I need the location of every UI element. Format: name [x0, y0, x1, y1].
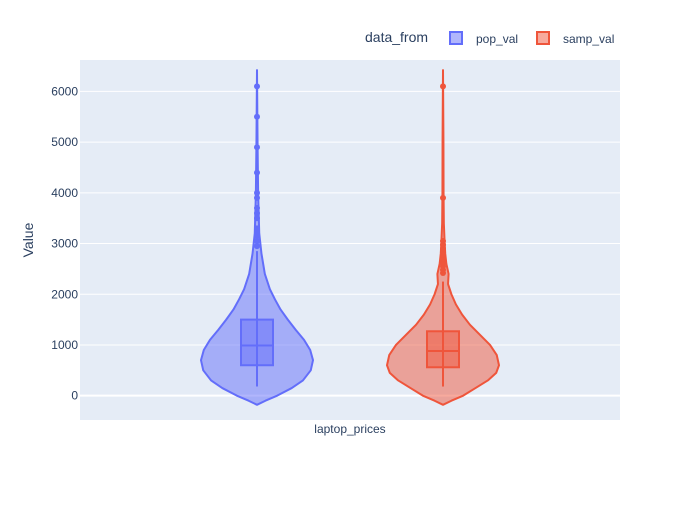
outlier-point	[254, 194, 260, 201]
y-tick-label: 2000	[51, 287, 78, 301]
violins	[200, 69, 500, 406]
y-tick-label: 0	[71, 389, 78, 403]
outlier-point	[254, 144, 260, 151]
y-tick-label: 3000	[51, 237, 78, 251]
y-tick-label: 5000	[51, 135, 78, 149]
outlier-point	[254, 189, 260, 196]
x-axis-label: laptop_prices	[314, 422, 385, 436]
y-tick-label: 4000	[51, 186, 78, 200]
outlier-point	[254, 232, 260, 239]
legend-label: samp_val	[563, 32, 614, 46]
legend-item-pop-val[interactable]: pop_val	[449, 31, 518, 46]
legend-label: pop_val	[476, 32, 518, 46]
violin-box	[240, 318, 274, 367]
legend-title: data_from	[365, 29, 428, 45]
outlier-point	[440, 194, 446, 201]
legend-swatch	[449, 31, 463, 45]
violin-samp-val	[386, 69, 500, 406]
outlier-point	[254, 83, 260, 90]
y-tick-label: 1000	[51, 338, 78, 352]
legend-swatch	[536, 31, 550, 45]
y-tick-label: 6000	[51, 84, 78, 98]
violin-box	[426, 330, 460, 369]
outlier-point	[440, 83, 446, 90]
y-tick-labels: 0 1000 2000 3000 4000 5000 6000	[51, 84, 78, 402]
outlier-point	[254, 113, 260, 120]
outlier-point	[254, 225, 260, 232]
legend-item-samp-val[interactable]: samp_val	[536, 31, 614, 46]
outlier-point	[254, 238, 260, 245]
y-axis-label: Value	[20, 222, 36, 257]
violin-pop-val	[200, 69, 314, 406]
violin-body	[386, 69, 500, 406]
outlier-point	[254, 169, 260, 176]
legend: data_from pop_val samp_val	[365, 29, 614, 46]
plot-area	[80, 60, 620, 420]
outlier-point	[440, 238, 446, 245]
gridlines	[80, 90, 620, 397]
outlier-point	[254, 205, 260, 212]
outlier-point	[254, 215, 260, 222]
outlier-point	[254, 243, 260, 250]
outlier-point	[254, 210, 260, 217]
